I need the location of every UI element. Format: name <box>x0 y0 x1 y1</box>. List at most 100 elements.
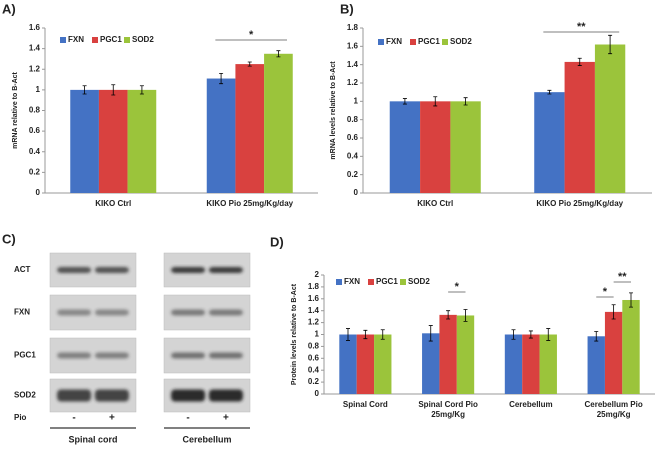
legend-label: SOD2 <box>132 35 154 44</box>
legend-swatch <box>442 39 448 45</box>
error-bar <box>463 309 468 322</box>
blot-band <box>94 267 129 273</box>
blot-band <box>171 267 206 273</box>
error-bar <box>276 50 281 58</box>
blot-band <box>208 389 243 402</box>
blot-band <box>208 267 243 273</box>
bar <box>235 64 265 193</box>
bar <box>522 334 540 394</box>
x-tick-label: KIKO Pio 25mg/Kg/day <box>206 199 294 208</box>
x-tick-label-box: KIKO Ctrl <box>95 199 132 208</box>
blot-treatment-label: Pio <box>14 413 27 422</box>
y-tick-label: 1.8 <box>347 23 359 32</box>
legend-label: SOD2 <box>408 277 430 286</box>
error-bar <box>428 325 433 342</box>
error-bar <box>463 97 468 106</box>
y-axis-label: mRNA levels relative to B-Act <box>330 61 337 160</box>
y-tick-label: 0.4 <box>308 365 320 374</box>
bar <box>539 334 557 394</box>
blot-band <box>94 389 129 402</box>
blot-band <box>94 352 129 359</box>
error-bar <box>511 329 516 340</box>
y-tick-label: 0 <box>36 188 41 197</box>
legend-label: FXN <box>68 35 84 44</box>
error-bar <box>528 330 533 339</box>
legend-swatch <box>336 279 342 285</box>
bar <box>604 311 623 394</box>
blot-band <box>208 309 243 316</box>
bar <box>374 334 392 394</box>
significance-label: ** <box>577 21 586 33</box>
panel-label: D) <box>270 234 284 249</box>
y-tick-label: 0.6 <box>29 126 41 135</box>
blot-band <box>171 309 206 316</box>
x-tick-label-box: KIKO Ctrl <box>417 199 454 208</box>
y-tick-label: 0 <box>354 188 359 197</box>
y-tick-label: 0.4 <box>347 151 359 160</box>
error-bar <box>608 34 613 55</box>
x-tick-label: KIKO Ctrl <box>417 199 454 208</box>
bar <box>564 61 595 193</box>
blot-band <box>94 309 129 316</box>
legend-swatch <box>92 37 98 43</box>
y-tick-label: 0 <box>315 389 320 398</box>
y-tick-label: 1.6 <box>347 41 359 50</box>
error-bar <box>433 96 438 107</box>
bar <box>420 101 451 193</box>
significance-label: * <box>603 286 608 298</box>
x-tick-label: KIKO Ctrl <box>95 199 132 208</box>
y-tick-label: 0.2 <box>347 170 359 179</box>
x-tick-label-box: Cerebellum <box>509 400 553 409</box>
error-bar <box>446 310 451 320</box>
y-tick-label: 2 <box>315 270 320 279</box>
legend-swatch <box>400 279 406 285</box>
blot-band <box>208 352 243 359</box>
error-bar <box>363 329 368 340</box>
x-tick-label: Spinal Cord Pio 25mg/Kg <box>418 400 478 419</box>
x-tick-label: Spinal Cord <box>342 400 388 409</box>
blot-lane-label: + <box>109 413 115 424</box>
error-bar <box>547 89 552 95</box>
error-bar <box>594 331 599 342</box>
bar <box>206 78 236 193</box>
significance-label: * <box>455 281 460 293</box>
error-bar <box>629 292 634 308</box>
blot-band <box>57 267 92 273</box>
bar <box>127 89 157 193</box>
error-bar <box>219 72 224 85</box>
y-tick-label: 1.2 <box>347 78 359 87</box>
y-tick-label: 0.8 <box>308 342 320 351</box>
y-tick-label: 1.8 <box>308 282 320 291</box>
legend-swatch <box>368 279 374 285</box>
y-tick-label: 1.6 <box>29 23 41 32</box>
error-bar <box>345 328 350 341</box>
legend-label: PGC1 <box>418 37 440 46</box>
blot-row-label: SOD2 <box>14 391 36 400</box>
bar <box>339 334 357 394</box>
legend-swatch <box>60 37 66 43</box>
y-tick-label: 1 <box>36 85 41 94</box>
x-tick-label: KIKO Pio 25mg/Kg/day <box>536 199 624 208</box>
panel-label: B) <box>340 1 354 16</box>
x-tick-label-box: KIKO Pio 25mg/Kg/day <box>536 199 624 208</box>
y-tick-label: 1 <box>354 96 359 105</box>
bar <box>594 44 626 193</box>
blot-row-label: FXN <box>14 308 30 317</box>
x-tick-label: Cerebellum Pio 25mg/Kg <box>584 400 643 419</box>
bar <box>622 299 640 394</box>
legend-swatch <box>378 39 384 45</box>
blot-lane-label: + <box>223 413 229 424</box>
bar <box>504 334 523 394</box>
y-tick-label: 0.8 <box>29 106 41 115</box>
y-tick-label: 1.2 <box>308 318 320 327</box>
blot-group-label: Cerebellum <box>182 434 231 444</box>
y-tick-label: 1.2 <box>29 64 41 73</box>
error-bar <box>139 85 144 95</box>
y-tick-label: 0.2 <box>29 167 41 176</box>
bar <box>70 89 99 193</box>
error-bar <box>402 98 407 105</box>
significance-label: * <box>249 29 254 41</box>
error-bar <box>577 57 582 66</box>
bar <box>439 314 457 394</box>
